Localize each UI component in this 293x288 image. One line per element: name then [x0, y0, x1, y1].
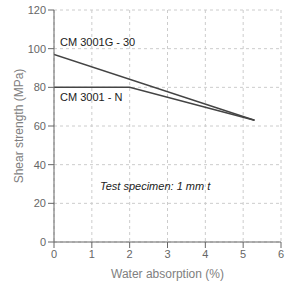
svg-text:Water absorption (%): Water absorption (%) [111, 267, 224, 281]
svg-text:4: 4 [202, 248, 208, 260]
svg-text:80: 80 [34, 81, 46, 93]
svg-text:2: 2 [127, 248, 133, 260]
svg-text:6: 6 [278, 248, 284, 260]
svg-text:5: 5 [240, 248, 246, 260]
svg-text:0: 0 [40, 236, 46, 248]
svg-text:0: 0 [51, 248, 57, 260]
svg-text:1: 1 [89, 248, 95, 260]
svg-text:100: 100 [28, 43, 46, 55]
svg-text:CM 3001G - 30: CM 3001G - 30 [60, 36, 135, 48]
svg-text:120: 120 [28, 4, 46, 16]
svg-text:60: 60 [34, 120, 46, 132]
svg-text:Shear strength (MPa): Shear strength (MPa) [12, 69, 26, 184]
svg-text:CM 3001 - N: CM 3001 - N [60, 91, 122, 103]
svg-text:3: 3 [164, 248, 170, 260]
svg-text:40: 40 [34, 159, 46, 171]
html-text:Test specimen: 1 mm t: Test specimen: 1 mm t [100, 180, 211, 192]
svg-text:20: 20 [34, 197, 46, 209]
